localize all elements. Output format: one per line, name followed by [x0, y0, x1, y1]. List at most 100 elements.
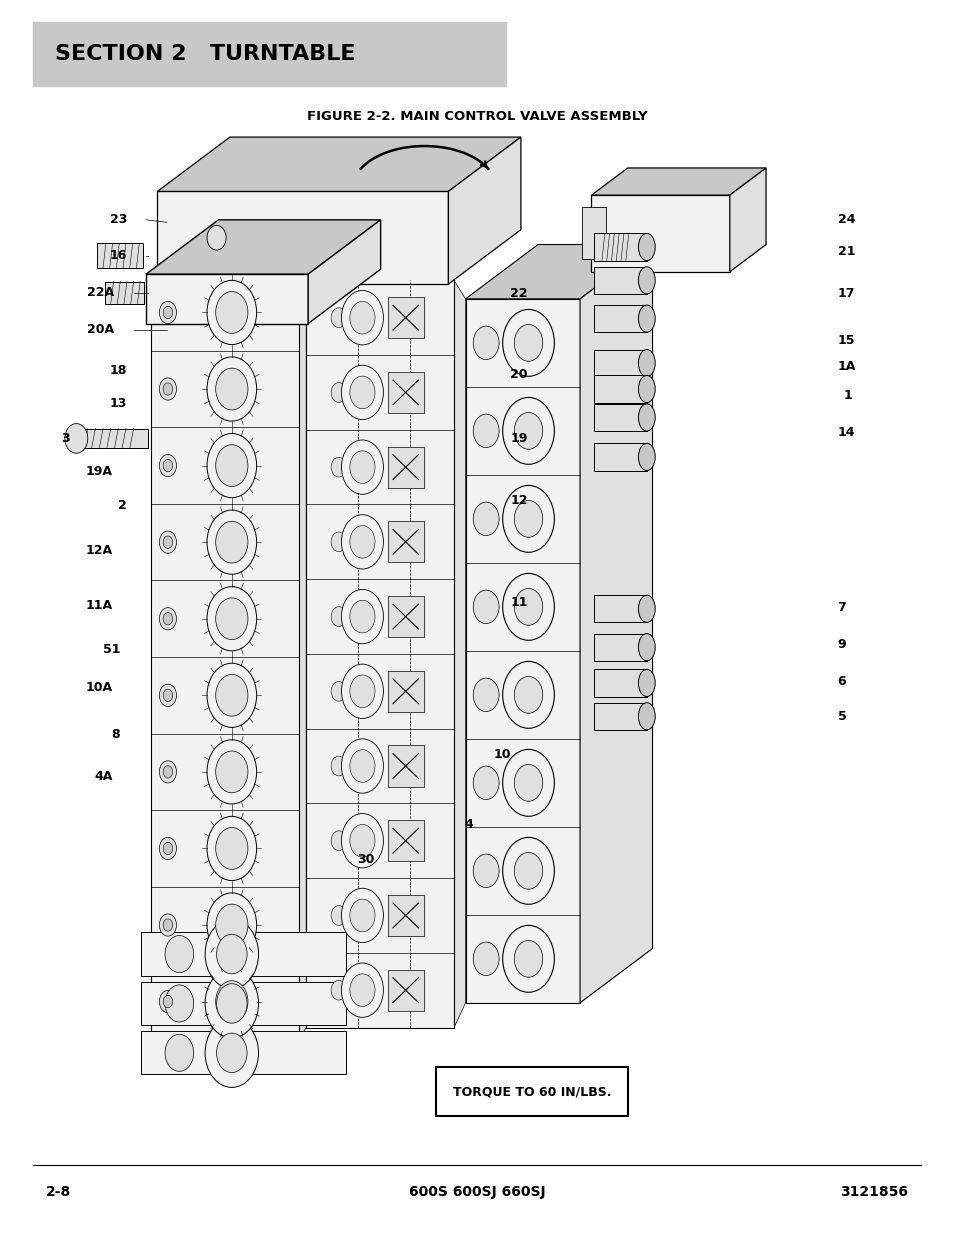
Circle shape: [473, 678, 498, 711]
Circle shape: [207, 893, 256, 957]
Circle shape: [165, 986, 193, 1023]
Text: 24: 24: [837, 214, 854, 226]
Text: 600S 600SJ 660SJ: 600S 600SJ 660SJ: [408, 1184, 545, 1199]
Circle shape: [331, 682, 346, 701]
Circle shape: [341, 515, 383, 569]
Circle shape: [502, 398, 554, 464]
Text: 5: 5: [837, 710, 845, 722]
Circle shape: [341, 739, 383, 793]
Text: 6: 6: [837, 676, 845, 688]
Polygon shape: [448, 137, 520, 284]
Ellipse shape: [638, 267, 655, 294]
Polygon shape: [157, 137, 520, 191]
Circle shape: [159, 531, 176, 553]
Polygon shape: [298, 274, 306, 1040]
Circle shape: [215, 981, 248, 1023]
Text: 1: 1: [842, 389, 851, 401]
Circle shape: [331, 532, 346, 552]
Polygon shape: [591, 168, 765, 195]
Text: 22A: 22A: [88, 287, 114, 299]
Text: TORQUE TO 60 IN/LBS.: TORQUE TO 60 IN/LBS.: [452, 1086, 611, 1098]
Polygon shape: [387, 671, 423, 711]
Text: 7: 7: [837, 601, 845, 614]
Circle shape: [163, 766, 172, 778]
Polygon shape: [387, 298, 423, 338]
FancyBboxPatch shape: [436, 1067, 627, 1116]
Circle shape: [514, 677, 542, 714]
Polygon shape: [594, 443, 646, 471]
Text: 9: 9: [837, 638, 845, 651]
Ellipse shape: [638, 350, 655, 377]
Circle shape: [163, 689, 172, 701]
Circle shape: [215, 521, 248, 563]
Text: 3: 3: [61, 432, 70, 445]
Text: 19A: 19A: [86, 466, 112, 478]
Circle shape: [163, 459, 172, 472]
Text: 16: 16: [110, 249, 127, 262]
Circle shape: [159, 378, 176, 400]
Circle shape: [350, 676, 375, 708]
Polygon shape: [141, 932, 346, 976]
Circle shape: [165, 936, 193, 973]
Ellipse shape: [638, 404, 655, 431]
Circle shape: [163, 919, 172, 931]
Polygon shape: [387, 746, 423, 787]
Circle shape: [163, 383, 172, 395]
Circle shape: [502, 310, 554, 377]
Circle shape: [502, 750, 554, 816]
Circle shape: [207, 663, 256, 727]
Text: 2: 2: [118, 499, 127, 511]
Text: 12A: 12A: [86, 545, 112, 557]
FancyBboxPatch shape: [33, 22, 505, 86]
Polygon shape: [594, 595, 646, 622]
Polygon shape: [594, 233, 646, 261]
Circle shape: [341, 440, 383, 494]
Polygon shape: [594, 703, 646, 730]
Circle shape: [205, 1018, 258, 1087]
Polygon shape: [594, 305, 646, 332]
Text: 1A: 1A: [837, 361, 855, 373]
Circle shape: [473, 942, 498, 976]
Circle shape: [207, 225, 226, 249]
Polygon shape: [141, 1031, 346, 1074]
Ellipse shape: [638, 595, 655, 622]
Polygon shape: [387, 372, 423, 412]
Circle shape: [216, 1032, 247, 1072]
Circle shape: [331, 308, 346, 327]
Circle shape: [502, 485, 554, 552]
Polygon shape: [146, 220, 380, 274]
Polygon shape: [594, 267, 646, 294]
Circle shape: [341, 290, 383, 345]
Text: 10A: 10A: [86, 682, 112, 694]
Polygon shape: [465, 299, 579, 1003]
Text: 3121856: 3121856: [840, 1184, 907, 1199]
Circle shape: [350, 301, 375, 333]
Text: 4: 4: [464, 819, 473, 831]
Circle shape: [159, 914, 176, 936]
Circle shape: [215, 827, 248, 869]
Circle shape: [163, 536, 172, 548]
Circle shape: [159, 608, 176, 630]
Polygon shape: [581, 207, 605, 259]
Text: 22: 22: [510, 288, 527, 300]
Circle shape: [350, 974, 375, 1007]
Circle shape: [473, 766, 498, 799]
Polygon shape: [594, 634, 646, 661]
Text: 18: 18: [110, 364, 127, 377]
Text: 13: 13: [110, 398, 127, 410]
Ellipse shape: [638, 233, 655, 261]
Circle shape: [207, 816, 256, 881]
Polygon shape: [454, 280, 465, 1028]
Polygon shape: [146, 274, 308, 324]
Circle shape: [350, 899, 375, 931]
Circle shape: [65, 424, 88, 453]
Circle shape: [216, 934, 247, 973]
Circle shape: [341, 963, 383, 1018]
Circle shape: [473, 590, 498, 624]
Polygon shape: [387, 969, 423, 1010]
Circle shape: [207, 433, 256, 498]
Ellipse shape: [638, 634, 655, 661]
Polygon shape: [71, 429, 148, 448]
Circle shape: [502, 662, 554, 729]
Text: 14: 14: [837, 426, 854, 438]
